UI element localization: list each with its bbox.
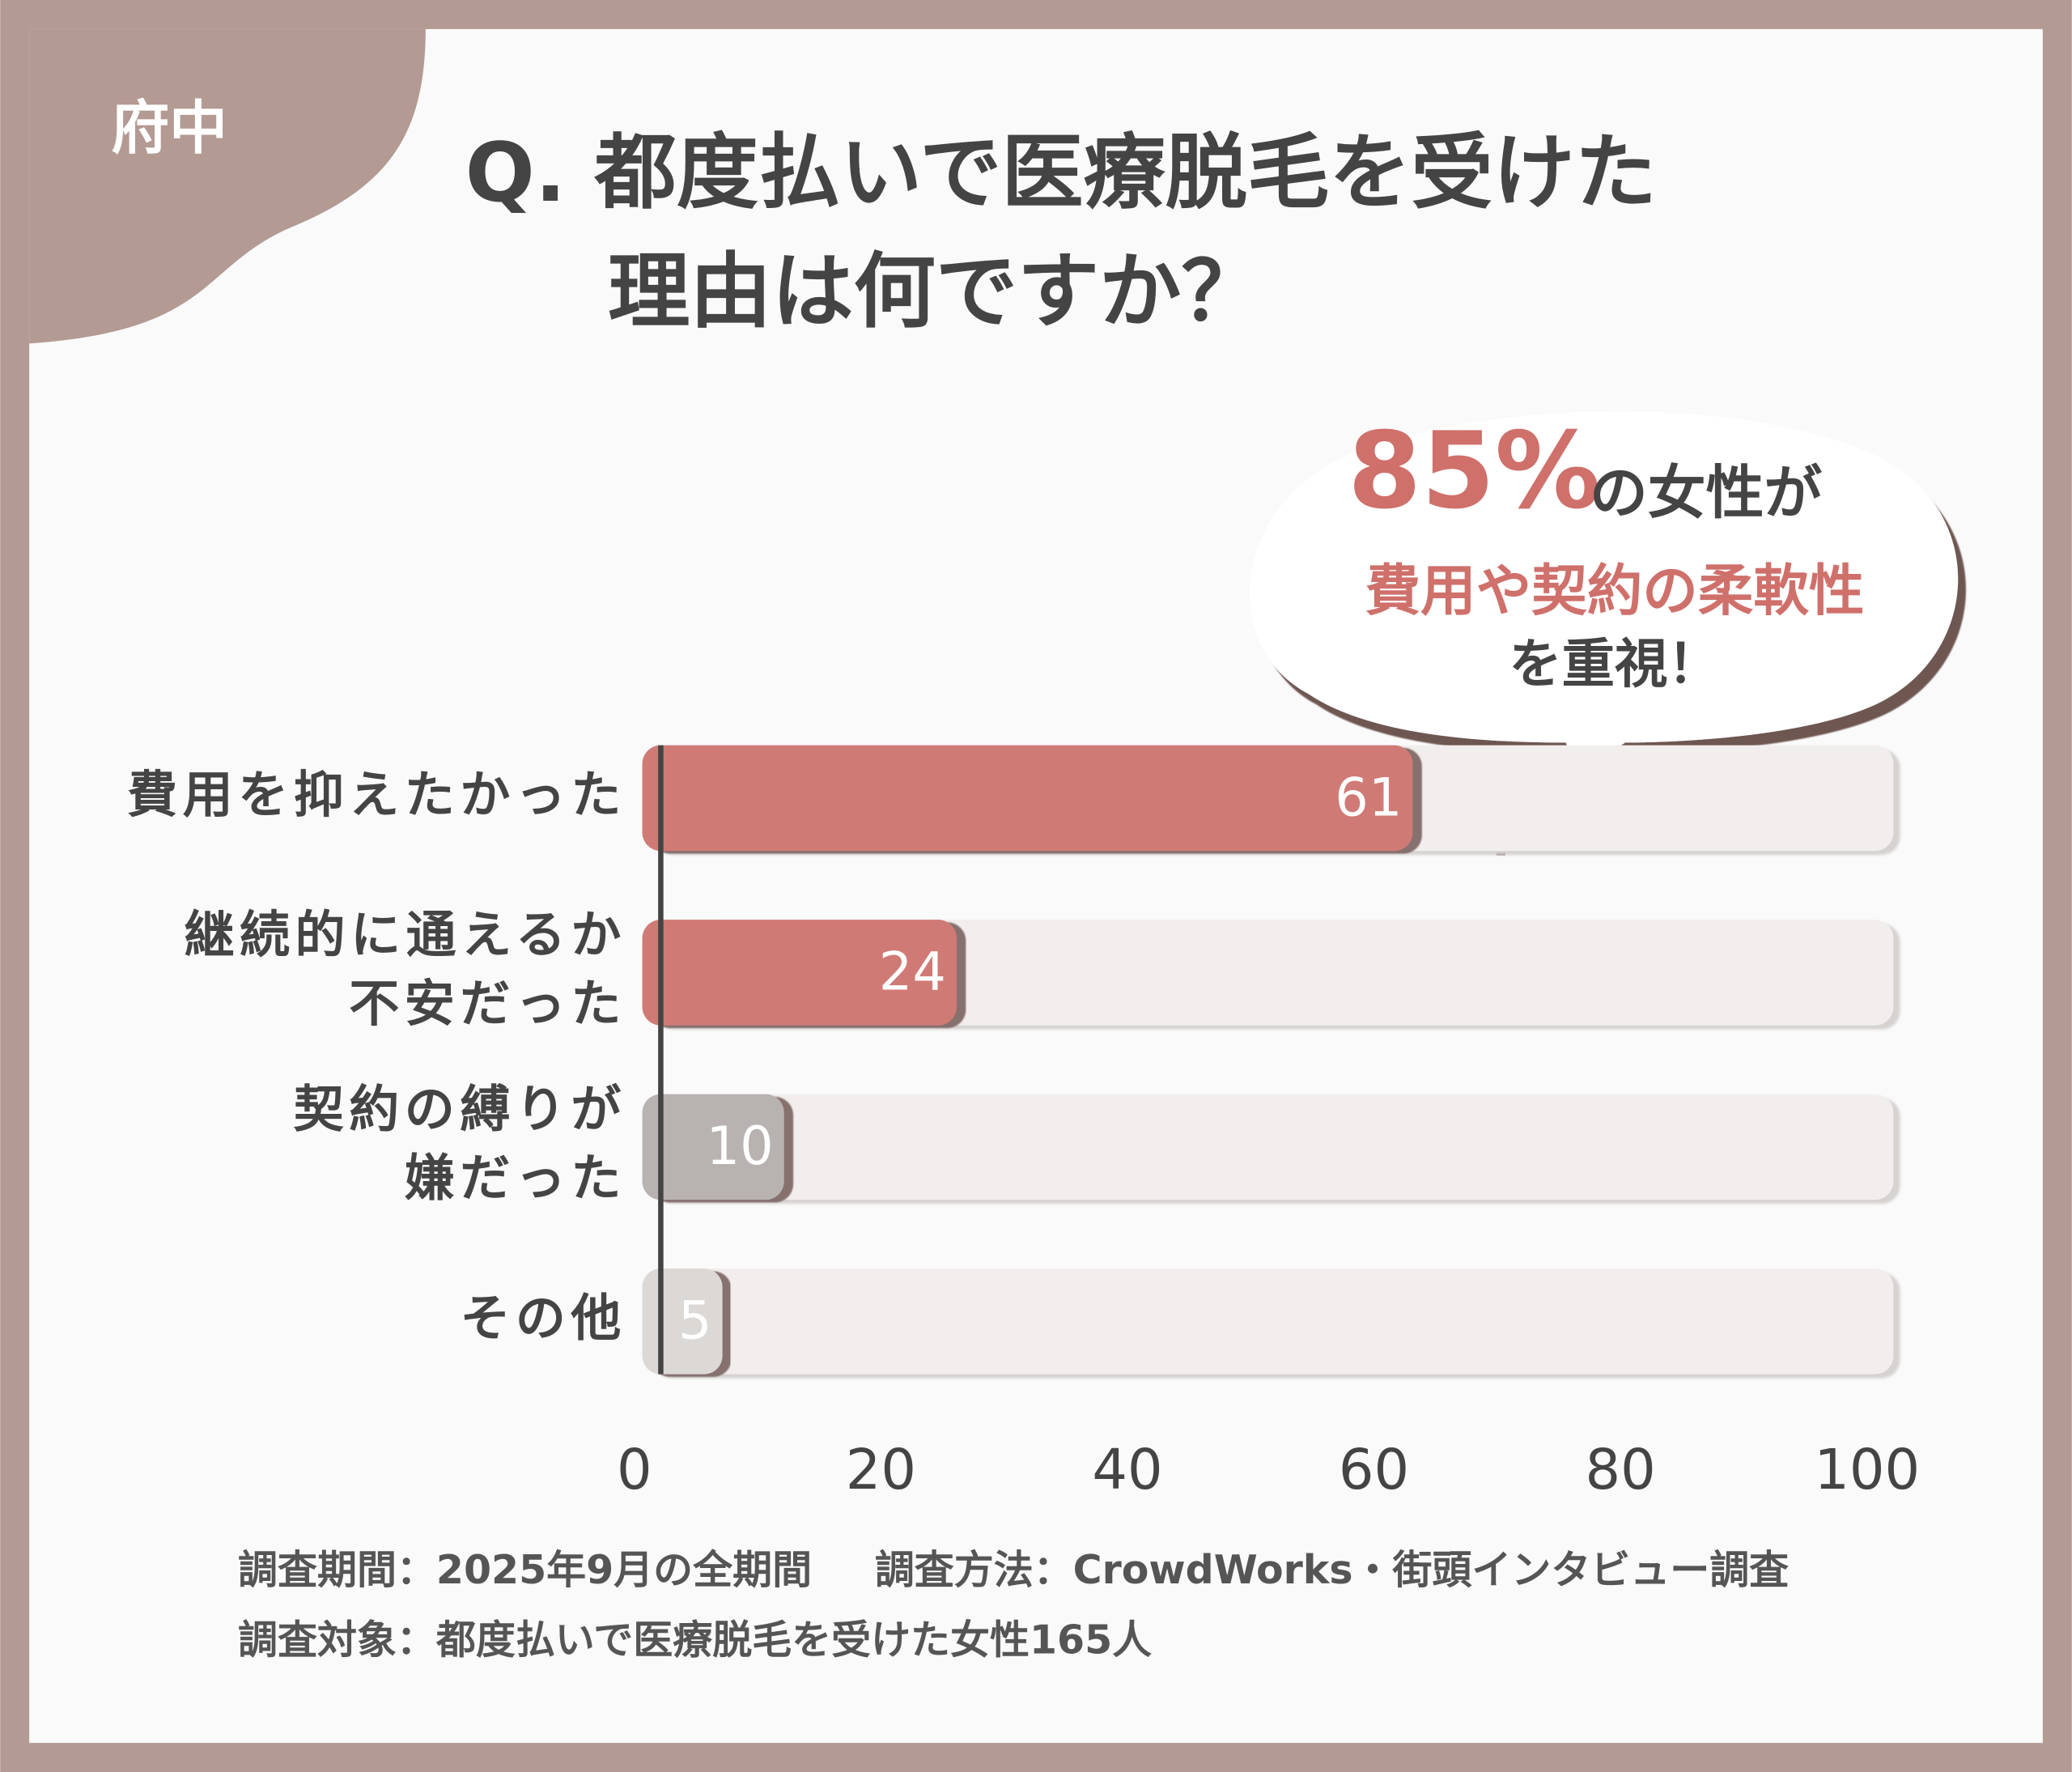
x-tick-label: 60 [1339,1438,1409,1502]
bar [642,920,957,1026]
bar [642,1094,784,1200]
value-label: 24 [879,941,946,1003]
category-label: 費用を抑えたかった [127,765,626,824]
bar-track [648,1268,1894,1375]
callout-text: の女性が [1590,458,1822,526]
chart-title: 理由は何ですか？ [608,244,1263,339]
x-tick-label: 80 [1586,1438,1656,1502]
category-label: その他 [460,1288,626,1347]
callout-text: を重視！ [1509,633,1720,695]
corner-tag [29,28,426,344]
panel [29,28,2043,1744]
callout-highlight: 85% [1348,410,1601,533]
chart-title: Q. 都度払いで医療脱毛を受けた [465,125,1657,220]
note: 調査方法：CrowdWorks・街頭インタビュー調査 [875,1547,1789,1593]
note: 調査対象：都度払いで医療脱毛を受けた女性165人 [238,1617,1152,1664]
plot: 費用を抑えたかった 61 継続的に通えるか不安だった 24 契約の縛りが嫌だった 10 その… [127,745,1920,1502]
callout-bubble [1249,411,1959,773]
category-label: 契約の縛りが嫌だった [294,1080,626,1208]
value-label: 10 [707,1115,774,1177]
category-label: 継続的に通えるか不安だった [184,905,626,1033]
note: 調査期間：2025年9月の全期間 [238,1547,812,1593]
bar [642,745,1413,852]
value-label: 61 [1335,767,1402,828]
x-tick-label: 0 [617,1438,652,1502]
callout-text: 費用や契約の柔軟性 [1365,559,1865,624]
value-label: 5 [678,1290,712,1352]
bar-track [648,1094,1894,1200]
bar-track [648,920,1894,1026]
x-tick-label: 20 [846,1438,916,1502]
tag-label: 府中 [111,94,227,162]
x-tick-label: 100 [1814,1438,1920,1502]
x-tick-label: 40 [1092,1438,1162,1502]
